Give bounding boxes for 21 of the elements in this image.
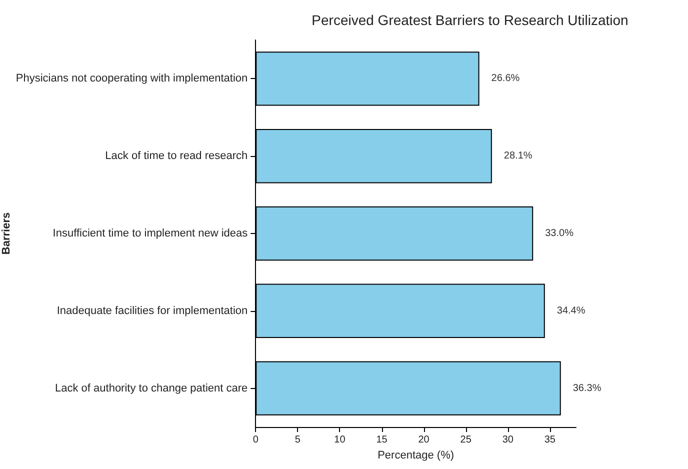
x-tick-label: 35	[544, 434, 556, 446]
y-tick-label: Inadequate facilities for implementation	[56, 304, 248, 317]
x-tick-label: 0	[252, 434, 259, 446]
x-tick-label: 20	[418, 434, 430, 446]
data-label: 36.3%	[572, 382, 602, 394]
x-tick-label: 25	[460, 434, 472, 446]
data-label: 33.0%	[545, 228, 574, 239]
x-tick-label: 15	[376, 434, 388, 446]
y-tick-label: Insufficient time to implement new ideas	[52, 228, 248, 240]
x-axis-title: Percentage (%)	[378, 449, 454, 462]
data-label: 34.4%	[556, 305, 586, 316]
y-tick-label: Lack of authority to change patient care	[55, 382, 248, 394]
y-tick-label: Lack of time to read research	[105, 150, 248, 162]
y-tick-label: Physicians not cooperating with implementation	[16, 72, 248, 85]
chart-title: Perceived Greatest Barriers to Research Utilization	[312, 12, 628, 28]
x-tick-label: 30	[502, 434, 514, 446]
data-label: 28.1%	[504, 150, 532, 162]
x-tick-label: 10	[334, 434, 346, 446]
x-tick-label: 5	[294, 434, 301, 446]
y-axis-title: Barriers	[0, 212, 12, 255]
data-label: 26.6%	[491, 73, 520, 84]
